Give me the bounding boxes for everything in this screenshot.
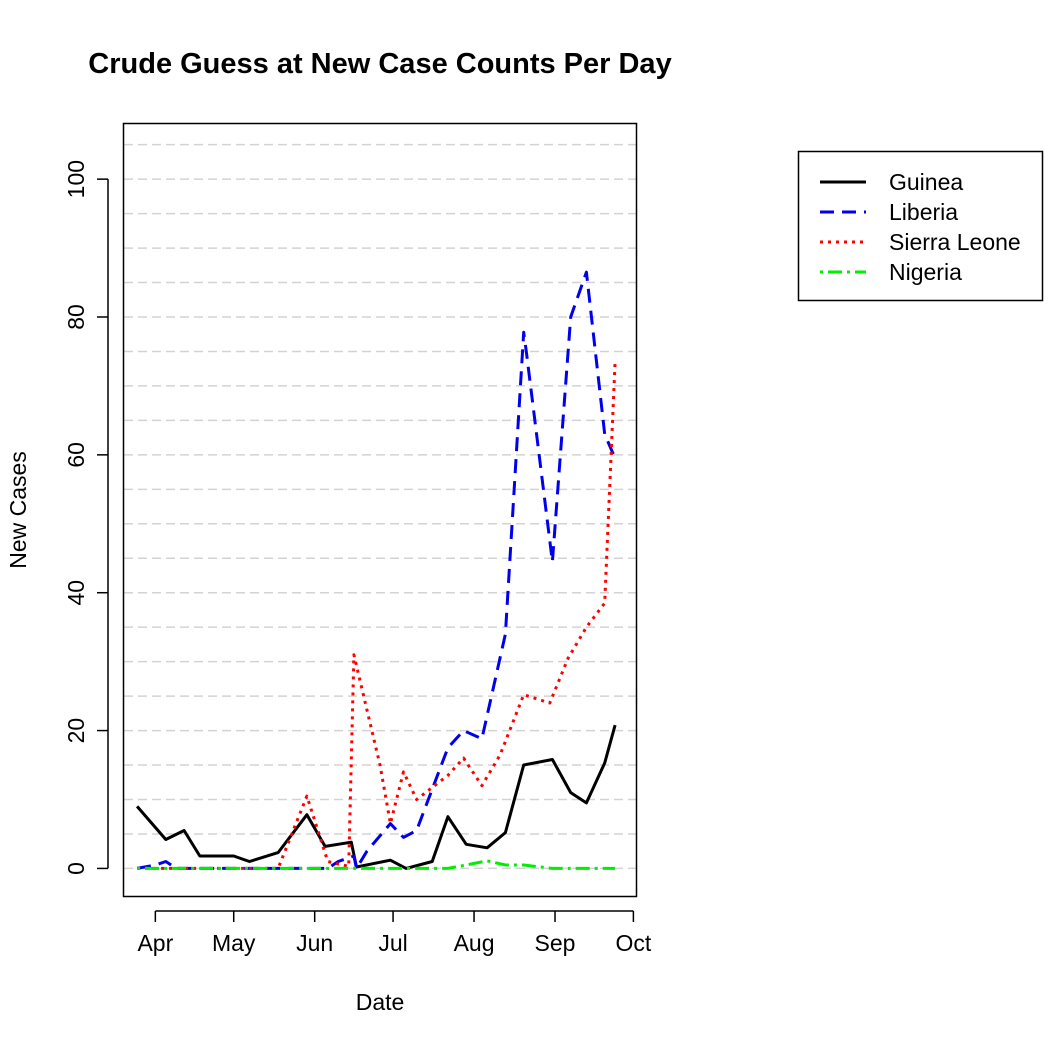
y-axis: 0 20 40 60 80 100	[63, 160, 109, 875]
y-tick-label: 0	[63, 862, 89, 875]
legend-label: Sierra Leone	[889, 229, 1021, 255]
chart-title: Crude Guess at New Case Counts Per Day	[88, 48, 671, 80]
legend-label: Liberia	[889, 199, 958, 225]
gridlines	[124, 143, 636, 870]
x-tick-label: Jun	[296, 930, 333, 956]
legend: Guinea Liberia Sierra Leone Nigeria	[797, 150, 1044, 302]
legend-label: Guinea	[889, 169, 963, 195]
y-tick-label: 40	[63, 580, 89, 606]
x-axis: Apr May Jun Jul Aug Sep Oct	[137, 910, 652, 956]
y-tick-label: 60	[63, 442, 89, 468]
x-tick-label: May	[212, 930, 256, 956]
legend-box	[797, 150, 1044, 302]
series-line-nigeria	[137, 859, 616, 870]
x-tick-label: Jul	[378, 930, 407, 956]
y-tick-label: 80	[63, 304, 89, 330]
series-line-liberia	[136, 270, 617, 870]
series-lines	[135, 270, 617, 870]
plot-frame	[122, 122, 638, 898]
series-line-sierra-leone	[137, 361, 617, 870]
x-tick-label: Oct	[615, 930, 651, 956]
x-tick-label: Apr	[137, 930, 173, 956]
x-axis-label: Date	[356, 989, 405, 1015]
y-tick-label: 20	[63, 718, 89, 744]
legend-label: Nigeria	[889, 259, 962, 285]
y-tick-label: 100	[63, 160, 89, 198]
x-tick-label: Aug	[454, 930, 495, 956]
series-line-guinea	[135, 724, 617, 870]
x-tick-label: Sep	[535, 930, 576, 956]
y-axis-label: New Cases	[5, 451, 31, 569]
